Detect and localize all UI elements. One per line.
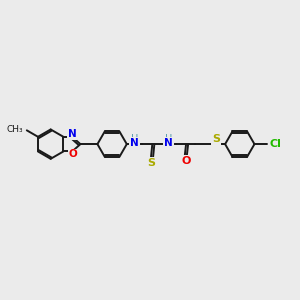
Text: Cl: Cl — [269, 139, 281, 149]
Text: CH₃: CH₃ — [6, 125, 23, 134]
Text: O: O — [182, 156, 191, 166]
Text: N: N — [68, 129, 76, 139]
Text: O: O — [68, 149, 77, 159]
Text: S: S — [212, 134, 220, 144]
Text: N: N — [164, 138, 173, 148]
Text: S: S — [148, 158, 156, 168]
Text: N: N — [130, 138, 139, 148]
Text: H: H — [165, 134, 172, 144]
Text: H: H — [131, 134, 138, 144]
